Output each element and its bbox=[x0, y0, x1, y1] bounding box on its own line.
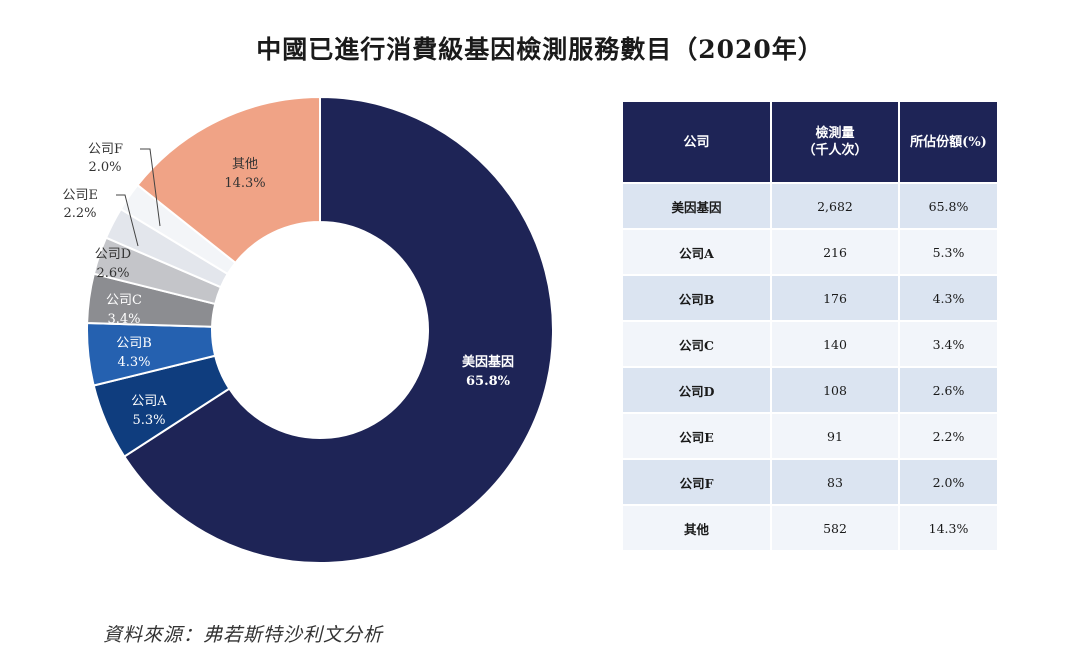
table-cell: 5.3% bbox=[899, 228, 997, 275]
table-cell: 其他 bbox=[623, 504, 772, 550]
slice-others bbox=[136, 95, 321, 265]
table-row: 公司C 140 3.4% bbox=[623, 320, 997, 367]
table-cell: 108 bbox=[771, 366, 900, 413]
donut-chart: 美因基因 65.8% 公司A 5.3% 公司B 4.3% 公司C 3.4% 公司D 2.6% 其他 1… bbox=[63, 95, 554, 564]
table-cell: 65.8% bbox=[899, 182, 997, 229]
table-row: 公司B 176 4.3% bbox=[623, 274, 997, 321]
callout-line-company-e bbox=[116, 194, 139, 247]
table-cell: 140 bbox=[771, 320, 900, 367]
table-cell: 91 bbox=[771, 412, 900, 459]
callout-label-company-e: 公司E bbox=[63, 188, 99, 203]
table-cell: 公司E bbox=[623, 412, 772, 459]
table-cell: 582 bbox=[771, 504, 900, 550]
table-row: 公司D 108 2.6% bbox=[623, 366, 997, 413]
slice-value-company-d: 2.6% bbox=[96, 266, 129, 281]
table-cell: 4.3% bbox=[899, 274, 997, 321]
slice-value-others: 14.3% bbox=[224, 176, 265, 191]
table-body: 美因基因 2,682 65.8% 公司A 216 5.3% 公司B 176 4.3% 公司C 140… bbox=[623, 182, 997, 550]
slice-meiyin bbox=[122, 95, 554, 564]
table-header-cell: 公司 bbox=[623, 102, 772, 183]
slice-value-meiyin: 65.8% bbox=[466, 374, 511, 389]
slice-value-company-a: 5.3% bbox=[132, 413, 165, 428]
table-cell: 公司F bbox=[623, 458, 772, 505]
table-cell: 公司D bbox=[623, 366, 772, 413]
slice-label-company-d: 公司D bbox=[95, 247, 131, 262]
slice-value-company-b: 4.3% bbox=[117, 355, 150, 370]
table-cell: 公司C bbox=[623, 320, 772, 367]
table-cell: 176 bbox=[771, 274, 900, 321]
table-cell: 83 bbox=[771, 458, 900, 505]
table-row: 美因基因 2,682 65.8% bbox=[623, 182, 997, 229]
table-row: 其他 582 14.3% bbox=[623, 504, 997, 550]
slice-label-meiyin: 美因基因 bbox=[462, 354, 514, 370]
table-row: 公司A 216 5.3% bbox=[623, 228, 997, 275]
table-cell: 2,682 bbox=[771, 182, 900, 229]
table-cell: 14.3% bbox=[899, 504, 997, 550]
slice-label-company-a: 公司A bbox=[131, 394, 167, 409]
callout-value-company-e: 2.2% bbox=[63, 206, 96, 221]
table-cell: 3.4% bbox=[899, 320, 997, 367]
table-header-row: 公司 檢測量 （千人次） 所佔份額(%) bbox=[623, 102, 997, 183]
table-cell: 2.2% bbox=[899, 412, 997, 459]
slice-label-company-c: 公司C bbox=[106, 293, 142, 308]
table-cell: 2.6% bbox=[899, 366, 997, 413]
slice-label-others: 其他 bbox=[232, 157, 258, 172]
table-cell: 美因基因 bbox=[623, 182, 772, 229]
table-header-cell: 檢測量 （千人次） bbox=[771, 102, 900, 183]
slice-label-company-b: 公司B bbox=[116, 336, 152, 351]
table-cell: 216 bbox=[771, 228, 900, 275]
callout-value-company-f: 2.0% bbox=[88, 160, 121, 175]
callout-label-company-f: 公司F bbox=[88, 142, 123, 157]
table-row: 公司E 91 2.2% bbox=[623, 412, 997, 459]
table-cell: 公司A bbox=[623, 228, 772, 275]
slice-value-company-c: 3.4% bbox=[107, 312, 140, 327]
source-note: 資料來源：弗若斯特沙利文分析 bbox=[103, 624, 384, 646]
table-cell: 公司B bbox=[623, 274, 772, 321]
table-cell: 2.0% bbox=[899, 458, 997, 505]
callout-line-company-f bbox=[140, 148, 161, 227]
table-row: 公司F 83 2.0% bbox=[623, 458, 997, 505]
table-header-cell: 所佔份額(%) bbox=[899, 102, 997, 183]
chart-title: 中國已進行消費級基因檢測服務數目（2020年） bbox=[256, 35, 824, 64]
data-table: 公司 檢測量 （千人次） 所佔份額(%) 美因基因 2,682 65.8% 公司A 216 5… bbox=[623, 102, 997, 550]
